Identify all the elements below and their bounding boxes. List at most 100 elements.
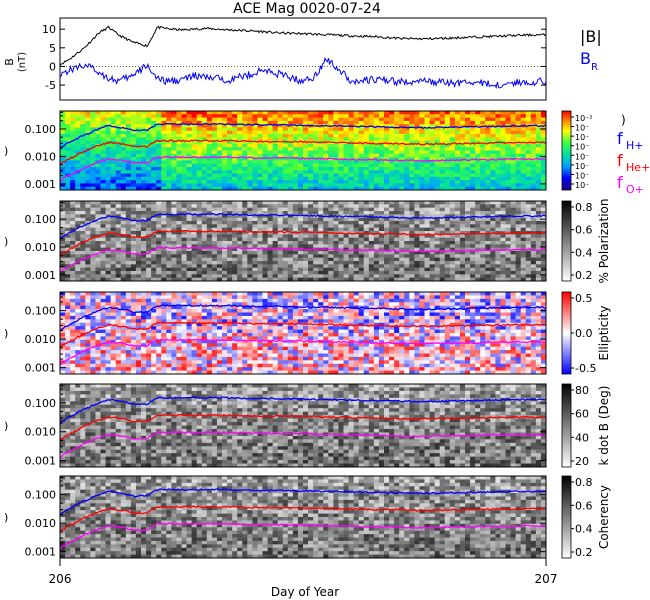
spectrogram-cell — [176, 180, 182, 184]
spectrogram-cell — [100, 234, 106, 239]
spectrogram-cell — [130, 207, 137, 212]
spectrogram-cell — [171, 244, 177, 249]
spectrogram-cell — [135, 277, 142, 282]
spectrogram-cell — [414, 254, 420, 259]
spectrogram-cell — [141, 170, 147, 174]
spectrogram-cell — [318, 227, 324, 232]
spectrogram-cell — [247, 261, 253, 265]
spectrogram-cell — [95, 180, 101, 184]
spectrogram-cell — [470, 173, 476, 178]
spectrogram-cell — [465, 120, 471, 125]
spectrogram-cell — [475, 201, 481, 205]
spectrogram-cell — [171, 274, 177, 279]
spectrogram-cell — [135, 231, 142, 235]
spectrogram-cell — [358, 163, 365, 168]
spectrogram-cell — [297, 214, 304, 219]
spectrogram-cell — [500, 221, 506, 225]
spectrogram-cell — [161, 170, 167, 174]
spectrogram-cell — [429, 234, 436, 239]
spectrogram-cell — [247, 150, 253, 155]
spectrogram-cell — [267, 120, 274, 125]
spectrogram-cell — [267, 234, 274, 239]
spectrogram-cell — [500, 163, 506, 168]
spectrogram-cell — [65, 207, 71, 212]
spectrogram-cell — [475, 176, 481, 181]
spectrogram-cell — [308, 211, 314, 215]
spectrogram-cell — [146, 257, 152, 262]
spectrogram-cell — [490, 221, 496, 225]
spectrogram-cell — [328, 207, 334, 212]
spectrogram-cell — [211, 251, 218, 255]
spectrogram-cell — [394, 130, 400, 135]
gyro-line-o — [59, 246, 547, 273]
panel-y-tick-label: 0.001 — [25, 178, 57, 191]
spectrogram-cell — [429, 277, 436, 282]
spectrogram-cell — [171, 160, 177, 165]
spectrogram-cell — [80, 117, 86, 122]
panel-y-tick-label: 0.100 — [25, 213, 57, 226]
spectrogram-cell — [475, 163, 481, 168]
spectrogram-cell — [328, 180, 334, 184]
spectrogram-cell — [328, 224, 334, 229]
spectrogram-cell — [459, 127, 466, 132]
spectrogram-cell — [414, 137, 420, 142]
spectrogram-cell — [267, 261, 274, 265]
spectrogram-cell — [161, 176, 167, 181]
spectrogram-cell — [287, 114, 294, 118]
spectrogram-cell — [171, 153, 177, 158]
spectrogram-cell — [110, 166, 117, 171]
spectrogram-cell — [247, 163, 253, 168]
spectrogram-cell — [222, 166, 228, 171]
spectrogram-cell — [470, 211, 476, 215]
spectrogram-cell — [267, 292, 274, 296]
spectrogram-cell — [181, 207, 187, 212]
spectrogram-cell — [434, 257, 441, 262]
spectrogram-cell — [80, 227, 86, 232]
spectrogram-cell — [353, 207, 360, 212]
spectrogram-cell — [384, 244, 390, 249]
spectrogram-cell — [90, 274, 96, 279]
spectrogram-cell — [130, 173, 137, 178]
spectrogram-cell — [394, 217, 400, 222]
spectrogram-cell — [409, 234, 415, 239]
spectrogram-cell — [65, 261, 71, 265]
spectrogram-cell — [186, 224, 193, 229]
spectrogram-cell — [135, 292, 142, 296]
spectrogram-cell — [384, 183, 390, 188]
spectrogram-cell — [141, 166, 147, 171]
spectrogram-cell — [75, 267, 81, 272]
spectrogram-cell — [459, 130, 466, 135]
spectrogram-cell — [515, 117, 522, 122]
spectrogram-cell — [394, 237, 400, 242]
spectrogram-cell — [313, 204, 319, 209]
spectrogram-cell — [520, 147, 527, 151]
spectrogram-cell — [373, 298, 380, 303]
spectrogram-cell — [252, 180, 258, 184]
spectrogram-cell — [191, 127, 198, 132]
spectrogram-cell — [373, 163, 380, 168]
spectrogram-cell — [232, 271, 238, 275]
spectrogram-cell — [348, 264, 355, 269]
spectrogram-cell — [242, 160, 248, 165]
spectrogram-cell — [151, 274, 157, 279]
spectrogram-cell — [171, 166, 177, 171]
spectrogram-cell — [313, 170, 319, 174]
spectrogram-cell — [495, 137, 501, 142]
spectrogram-cell — [338, 137, 344, 142]
spectrogram-cell — [449, 180, 456, 184]
spectrogram-cell — [282, 224, 289, 229]
spectrogram-cell — [156, 201, 162, 205]
spectrogram-cell — [434, 166, 441, 171]
spectrogram-cell — [90, 134, 96, 138]
spectrogram-cell — [242, 150, 248, 155]
spectrogram-cell — [520, 298, 527, 303]
spectrogram-cell — [520, 201, 527, 205]
spectrogram-cell — [540, 274, 547, 279]
spectrogram-cell — [404, 271, 410, 275]
spectrogram-cell — [125, 170, 132, 174]
spectrogram-cell — [475, 186, 481, 191]
spectrogram-cell — [540, 214, 547, 219]
spectrogram-cell — [419, 214, 425, 219]
spectrogram-cell — [520, 137, 527, 142]
spectrogram-cell — [222, 221, 228, 225]
